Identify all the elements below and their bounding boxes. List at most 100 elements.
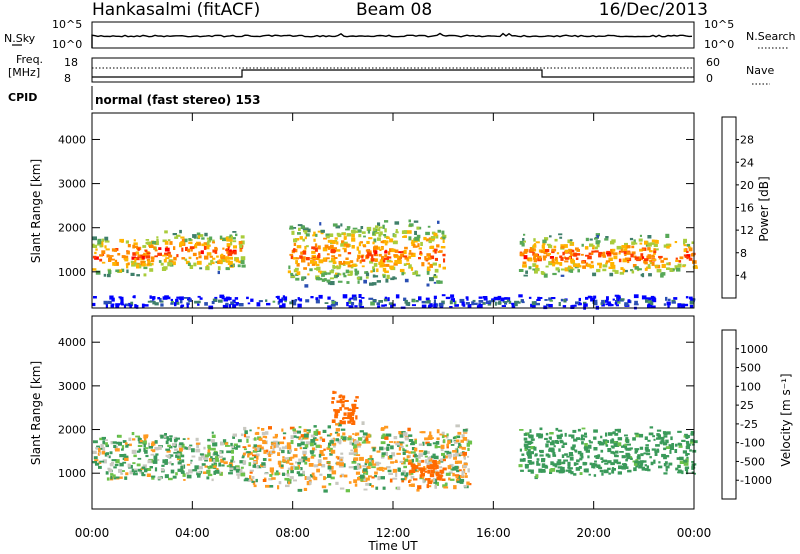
heatmap-cell bbox=[550, 468, 556, 472]
heatmap-cell bbox=[165, 440, 169, 445]
heatmap-cell bbox=[457, 475, 461, 479]
heatmap-cell bbox=[338, 263, 342, 268]
heatmap-cell bbox=[590, 297, 595, 302]
heatmap-cell bbox=[149, 296, 153, 299]
heatmap-cell bbox=[158, 247, 162, 250]
heatmap-cell bbox=[161, 464, 165, 467]
heatmap-cell bbox=[239, 247, 243, 252]
colorbar-tick-label: 24 bbox=[740, 156, 754, 169]
heatmap-cell bbox=[559, 255, 563, 259]
heatmap-cell bbox=[178, 447, 183, 452]
heatmap-cell bbox=[411, 447, 416, 451]
heatmap-cell bbox=[416, 468, 419, 471]
heatmap-cell bbox=[527, 455, 532, 459]
heatmap-cell bbox=[151, 442, 154, 447]
heatmap-cell bbox=[615, 304, 619, 307]
heatmap-cell bbox=[610, 250, 614, 255]
heatmap-cell bbox=[417, 243, 420, 248]
heatmap-cell bbox=[644, 468, 649, 471]
heatmap-cell bbox=[602, 264, 608, 268]
heatmap-cell bbox=[468, 440, 473, 445]
heatmap-cell bbox=[302, 447, 308, 450]
heatmap-cell bbox=[316, 266, 321, 271]
heatmap-cell bbox=[665, 296, 668, 301]
heatmap-cell bbox=[549, 471, 553, 474]
heatmap-cell bbox=[195, 442, 200, 445]
heatmap-cell bbox=[268, 478, 273, 481]
heatmap-cell bbox=[131, 261, 136, 265]
heatmap-cell bbox=[133, 242, 138, 245]
heatmap-cell bbox=[666, 301, 671, 306]
heatmap-cell bbox=[455, 478, 461, 483]
heatmap-cell bbox=[241, 264, 246, 268]
heatmap-cell bbox=[482, 296, 488, 299]
heatmap-cell bbox=[407, 230, 412, 234]
heatmap-cell bbox=[104, 236, 109, 241]
heatmap-cell bbox=[330, 244, 334, 249]
heatmap-cell bbox=[337, 280, 343, 283]
heatmap-cell bbox=[254, 448, 257, 452]
heatmap-cell bbox=[134, 258, 137, 262]
heatmap-cell bbox=[356, 464, 360, 467]
heatmap-cell bbox=[120, 298, 124, 303]
heatmap-cell bbox=[573, 263, 578, 267]
heatmap-cell bbox=[137, 437, 141, 442]
heatmap-cell bbox=[102, 447, 106, 452]
heatmap-cell bbox=[382, 275, 386, 278]
heatmap-cell bbox=[384, 270, 389, 273]
heatmap-cell bbox=[230, 449, 234, 454]
heatmap-cell bbox=[347, 437, 352, 441]
heatmap-cell bbox=[340, 223, 343, 227]
heatmap-cell bbox=[380, 240, 384, 244]
heatmap-cell bbox=[416, 226, 420, 230]
heatmap-cell bbox=[201, 237, 205, 240]
heatmap-cell bbox=[436, 437, 440, 441]
heatmap-cell bbox=[397, 259, 402, 264]
heatmap-cell bbox=[308, 463, 314, 467]
heatmap-cell bbox=[522, 238, 525, 241]
heatmap-cell bbox=[462, 451, 467, 456]
heatmap-cell bbox=[111, 459, 117, 462]
heatmap-cell bbox=[371, 485, 374, 488]
heatmap-cell bbox=[342, 436, 347, 441]
heatmap-cell bbox=[669, 267, 675, 272]
heatmap-cell bbox=[204, 255, 209, 260]
heatmap-cell bbox=[633, 242, 638, 245]
heatmap-cell bbox=[632, 252, 636, 255]
heatmap-cell bbox=[590, 261, 594, 264]
heatmap-cell bbox=[437, 250, 442, 253]
heatmap-cell bbox=[689, 449, 692, 452]
heatmap-cell bbox=[610, 439, 615, 444]
noise-left-tick-top: 10^5 bbox=[52, 18, 82, 31]
heatmap-cell bbox=[145, 241, 151, 245]
heatmap-cell bbox=[164, 474, 169, 479]
heatmap-cell bbox=[213, 452, 218, 456]
heatmap-cell bbox=[310, 452, 314, 455]
heatmap-cell bbox=[440, 444, 445, 449]
heatmap-cell bbox=[382, 224, 385, 229]
heatmap-cell bbox=[442, 458, 446, 462]
heatmap-cell bbox=[332, 240, 336, 244]
heatmap-cell bbox=[347, 408, 352, 412]
heatmap-cell bbox=[458, 442, 461, 446]
heatmap-cell bbox=[690, 298, 695, 303]
heatmap-cell bbox=[613, 255, 618, 260]
heatmap-cell bbox=[543, 252, 548, 255]
heatmap-cell bbox=[156, 238, 159, 243]
heatmap-cell bbox=[521, 453, 525, 456]
heatmap-cell bbox=[385, 278, 389, 283]
heatmap-cell bbox=[142, 255, 145, 260]
heatmap-cell bbox=[381, 453, 385, 458]
heatmap-cell bbox=[552, 452, 556, 455]
heatmap-cell bbox=[342, 294, 348, 299]
heatmap-cell bbox=[533, 243, 536, 245]
heatmap-cell bbox=[356, 258, 359, 262]
heatmap-cell bbox=[417, 455, 421, 459]
heatmap-cell bbox=[371, 476, 375, 479]
heatmap-cell bbox=[376, 246, 381, 250]
heatmap-cell bbox=[598, 251, 603, 255]
heatmap-cell bbox=[690, 253, 695, 257]
heatmap-cell bbox=[229, 462, 233, 466]
heatmap-cell bbox=[431, 231, 436, 234]
heatmap-cell bbox=[668, 262, 671, 266]
